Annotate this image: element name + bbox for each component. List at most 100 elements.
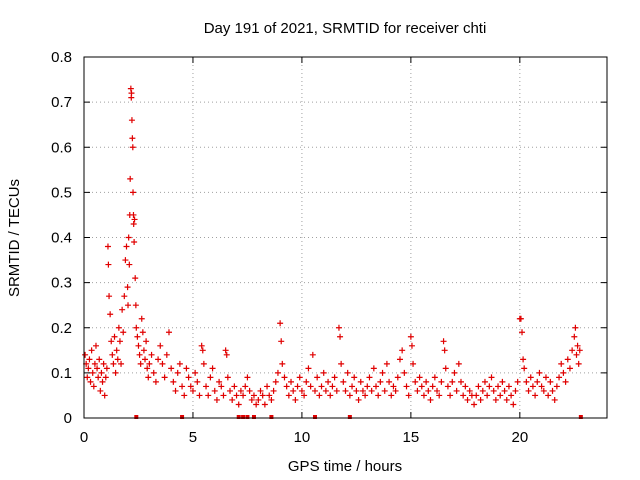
data-point <box>130 220 137 227</box>
data-point <box>440 338 447 345</box>
data-point <box>431 374 438 381</box>
x-tick-label: 0 <box>80 429 88 446</box>
data-point <box>86 356 93 363</box>
data-point <box>174 369 181 376</box>
data-point <box>447 392 454 399</box>
data-point <box>486 383 493 390</box>
data-point <box>534 378 541 385</box>
data-point <box>381 387 388 394</box>
data-point <box>248 396 255 403</box>
data-point <box>129 135 136 142</box>
data-point <box>314 374 321 381</box>
data-point <box>266 392 273 399</box>
data-point <box>200 360 207 367</box>
data-point <box>418 383 425 390</box>
data-point <box>370 365 377 372</box>
data-point <box>311 387 318 394</box>
data-point <box>107 311 114 318</box>
data-point <box>449 378 456 385</box>
data-point <box>464 396 471 403</box>
data-point <box>392 387 399 394</box>
data-point <box>240 392 247 399</box>
data-point <box>340 378 347 385</box>
data-point <box>113 347 120 354</box>
data-point <box>129 144 136 151</box>
data-point <box>270 387 277 394</box>
data-point <box>218 383 225 390</box>
data-point <box>399 347 406 354</box>
data-point <box>152 378 159 385</box>
data-point <box>364 383 371 390</box>
data-point <box>88 347 95 354</box>
zero-marker <box>312 415 317 419</box>
data-point <box>316 392 323 399</box>
data-point <box>209 365 216 372</box>
data-point <box>383 360 390 367</box>
data-point <box>111 333 118 340</box>
data-point <box>462 383 469 390</box>
data-point <box>122 257 129 264</box>
data-point <box>434 387 441 394</box>
data-point <box>479 387 486 394</box>
data-point <box>318 383 325 390</box>
data-point <box>103 365 110 372</box>
data-point <box>105 261 112 268</box>
data-point <box>100 360 107 367</box>
data-point <box>477 396 484 403</box>
data-point <box>199 347 206 354</box>
data-point <box>362 392 369 399</box>
data-point <box>135 342 142 349</box>
data-point <box>144 365 151 372</box>
data-point <box>123 243 130 250</box>
data-point <box>277 320 284 327</box>
data-point <box>566 365 573 372</box>
data-point <box>112 369 119 376</box>
y-tick-label: 0.5 <box>51 184 72 201</box>
data-point <box>309 351 316 358</box>
data-point <box>205 392 212 399</box>
data-point <box>114 356 121 363</box>
data-point <box>272 378 279 385</box>
data-point <box>475 383 482 390</box>
y-tick-label: 0.3 <box>51 275 72 292</box>
data-point <box>572 324 579 331</box>
data-point <box>133 324 140 331</box>
data-point <box>281 374 288 381</box>
data-point <box>571 333 578 340</box>
y-tick-label: 0.4 <box>51 230 72 247</box>
data-point <box>471 401 478 408</box>
data-point <box>320 369 327 376</box>
data-point <box>294 383 301 390</box>
data-point <box>264 383 271 390</box>
data-point <box>283 383 290 390</box>
data-point <box>109 351 116 358</box>
data-point <box>457 378 464 385</box>
data-point <box>137 360 144 367</box>
data-point <box>140 347 147 354</box>
data-point <box>553 383 560 390</box>
data-point <box>427 396 434 403</box>
data-point <box>453 387 460 394</box>
data-point <box>414 387 421 394</box>
data-point <box>355 396 362 403</box>
data-point <box>466 387 473 394</box>
data-point <box>346 392 353 399</box>
zero-marker <box>251 415 256 419</box>
data-point <box>394 374 401 381</box>
data-point <box>481 378 488 385</box>
data-point <box>545 392 552 399</box>
y-tick-label: 0.8 <box>51 49 72 66</box>
data-point <box>183 365 190 372</box>
data-point <box>501 387 508 394</box>
data-point <box>163 351 170 358</box>
data-point <box>274 369 281 376</box>
data-point <box>176 360 183 367</box>
data-point <box>203 383 210 390</box>
data-point <box>296 374 303 381</box>
data-point <box>514 378 521 385</box>
data-point <box>127 175 134 182</box>
data-point <box>396 356 403 363</box>
data-point <box>366 374 373 381</box>
data-point <box>388 392 395 399</box>
